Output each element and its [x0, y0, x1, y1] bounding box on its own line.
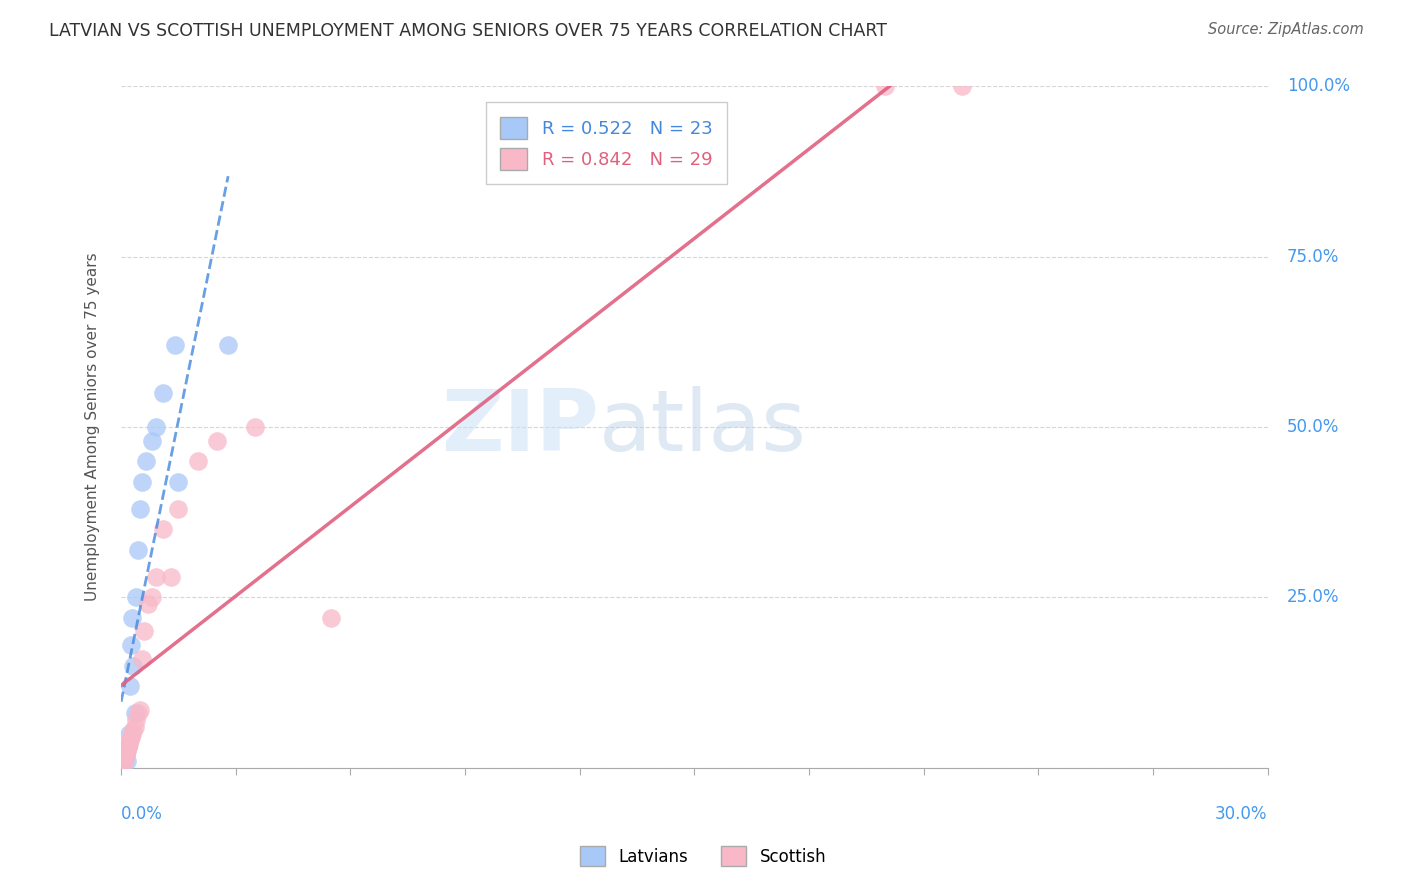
Point [120, 730, 142, 744]
Text: ZIP: ZIP [441, 385, 599, 468]
Point [121, 723, 143, 738]
Point [152, 522, 174, 536]
Point [129, 703, 152, 717]
Point [115, 744, 138, 758]
Point [187, 454, 209, 468]
Point [135, 454, 157, 468]
Point [121, 658, 143, 673]
Text: 75.0%: 75.0% [1286, 248, 1339, 266]
Point [112, 754, 135, 768]
Point [118, 726, 141, 740]
Point [124, 706, 146, 721]
Text: 0.0%: 0.0% [121, 805, 163, 823]
Point [117, 740, 139, 755]
Legend: R = 0.522   N = 23, R = 0.842   N = 29: R = 0.522 N = 23, R = 0.842 N = 29 [485, 103, 727, 185]
Point [127, 542, 149, 557]
Point [145, 420, 167, 434]
Point [114, 747, 136, 761]
Text: atlas: atlas [599, 385, 807, 468]
Point [167, 501, 190, 516]
Legend: Latvians, Scottish: Latvians, Scottish [571, 838, 835, 875]
Point [136, 597, 159, 611]
Text: Source: ZipAtlas.com: Source: ZipAtlas.com [1208, 22, 1364, 37]
Point [112, 757, 135, 772]
Point [114, 750, 136, 764]
Point [121, 611, 143, 625]
Point [875, 79, 897, 94]
Point [159, 570, 181, 584]
Point [125, 591, 148, 605]
Point [243, 420, 266, 434]
Point [152, 386, 174, 401]
Point [121, 726, 143, 740]
Point [117, 740, 139, 755]
Point [145, 570, 167, 584]
Point [127, 706, 149, 721]
Point [141, 591, 163, 605]
Point [163, 338, 186, 352]
Point [112, 754, 135, 768]
Point [167, 475, 190, 489]
Point [114, 747, 136, 761]
Point [950, 79, 973, 94]
Point [115, 754, 138, 768]
Point [125, 713, 148, 727]
Point [205, 434, 228, 448]
Text: LATVIAN VS SCOTTISH UNEMPLOYMENT AMONG SENIORS OVER 75 YEARS CORRELATION CHART: LATVIAN VS SCOTTISH UNEMPLOYMENT AMONG S… [49, 22, 887, 40]
Point [131, 475, 153, 489]
Point [118, 733, 141, 747]
Point [118, 679, 141, 693]
Point [217, 338, 239, 352]
Point [132, 624, 155, 639]
Text: 50.0%: 50.0% [1286, 418, 1339, 436]
Point [112, 757, 135, 772]
Point [124, 720, 146, 734]
Point [114, 750, 136, 764]
Y-axis label: Unemployment Among Seniors over 75 years: Unemployment Among Seniors over 75 years [86, 252, 100, 601]
Point [129, 501, 152, 516]
Text: 30.0%: 30.0% [1215, 805, 1268, 823]
Point [118, 737, 141, 751]
Text: 100.0%: 100.0% [1286, 78, 1350, 95]
Point [131, 651, 153, 665]
Point [120, 638, 142, 652]
Text: 25.0%: 25.0% [1286, 589, 1340, 607]
Point [321, 611, 343, 625]
Point [141, 434, 163, 448]
